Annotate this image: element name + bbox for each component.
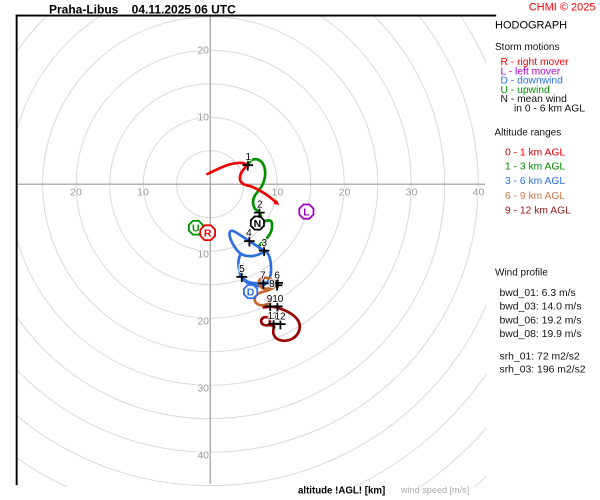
svg-text:20: 20	[197, 316, 209, 328]
svg-text:30: 30	[197, 383, 209, 395]
svg-text:R: R	[204, 228, 212, 240]
svg-text:5: 5	[239, 264, 245, 275]
svg-text:N - mean wind: N - mean wind	[501, 94, 568, 105]
svg-text:srh_01: 72 m2/s2: srh_01: 72 m2/s2	[500, 351, 581, 362]
svg-text:11: 11	[268, 311, 279, 322]
svg-text:wind speed [m/s]: wind speed [m/s]	[400, 485, 469, 495]
svg-text:20: 20	[339, 187, 351, 199]
svg-text:bwd_06: 19.2 m/s: bwd_06: 19.2 m/s	[500, 315, 582, 326]
svg-text:bwd_01: 6.3 m/s: bwd_01: 6.3 m/s	[500, 288, 576, 299]
svg-text:3 - 6 km AGL: 3 - 6 km AGL	[505, 176, 565, 187]
svg-text:10: 10	[137, 187, 149, 199]
svg-text:D: D	[247, 286, 255, 298]
svg-text:Altitude ranges: Altitude ranges	[495, 128, 562, 139]
svg-text:40: 40	[197, 450, 209, 462]
svg-text:1: 1	[246, 152, 252, 163]
svg-text:10: 10	[197, 112, 209, 124]
svg-text:HODOGRAPH: HODOGRAPH	[495, 19, 567, 31]
svg-text:in 0 - 6 km AGL: in 0 - 6 km AGL	[514, 103, 585, 114]
svg-text:U: U	[192, 223, 200, 235]
svg-text:20: 20	[70, 187, 82, 199]
svg-text:6 - 9 km AGL: 6 - 9 km AGL	[505, 191, 565, 202]
svg-text:2: 2	[257, 200, 263, 211]
svg-text:Wind profile: Wind profile	[495, 267, 548, 278]
svg-text:7: 7	[260, 270, 266, 281]
svg-text:3: 3	[262, 238, 268, 249]
svg-text:12: 12	[275, 312, 287, 323]
svg-text:20: 20	[197, 45, 209, 57]
svg-text:10: 10	[272, 187, 284, 199]
svg-text:6: 6	[274, 270, 280, 281]
svg-text:N: N	[254, 218, 262, 230]
svg-text:8: 8	[269, 279, 275, 290]
svg-text:altitude !AGL! [km]: altitude !AGL! [km]	[298, 486, 385, 497]
svg-text:4: 4	[246, 228, 252, 239]
svg-text:40: 40	[473, 187, 485, 199]
svg-text:Praha-Libus 04.11.2025 06 U: Praha-Libus 04.11.2025 06 UTC	[49, 2, 236, 16]
svg-text:srh_03: 196 m2/s2: srh_03: 196 m2/s2	[500, 365, 586, 376]
svg-text:9: 9	[267, 294, 273, 305]
svg-text:10: 10	[272, 294, 284, 305]
svg-text:bwd_08: 19.9 m/s: bwd_08: 19.9 m/s	[500, 329, 582, 340]
svg-text:0 - 1 km AGL: 0 - 1 km AGL	[505, 147, 565, 158]
svg-text:D - downwind: D - downwind	[501, 76, 564, 87]
svg-text:U - upwind: U - upwind	[501, 85, 550, 96]
svg-text:L: L	[303, 206, 310, 218]
svg-text:L - left mover: L - left mover	[501, 66, 561, 77]
svg-text:Storm motions: Storm motions	[495, 42, 559, 53]
svg-text:10: 10	[197, 249, 209, 261]
svg-text:CHMI © 2025: CHMI © 2025	[529, 1, 596, 13]
svg-text:1 - 3 km AGL: 1 - 3 km AGL	[505, 162, 565, 173]
svg-text:bwd_03: 14.0 m/s: bwd_03: 14.0 m/s	[500, 302, 582, 313]
svg-text:30: 30	[406, 187, 418, 199]
svg-text:R - right mover: R - right mover	[501, 57, 570, 68]
svg-text:9 - 12 km AGL: 9 - 12 km AGL	[505, 205, 571, 216]
